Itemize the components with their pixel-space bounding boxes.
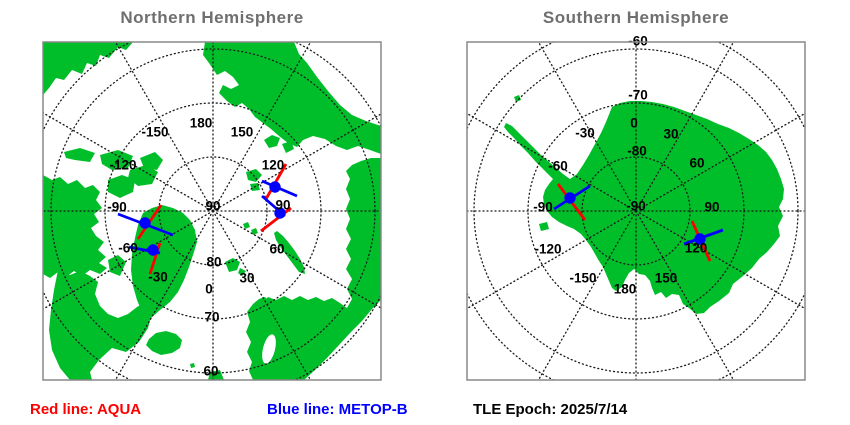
meridian-line: [212, 42, 312, 212]
south-grid-label-30: 30: [663, 127, 678, 142]
north-grid-label--30: -30: [148, 270, 168, 285]
south-grid-label--120: -120: [534, 242, 561, 257]
south-grid-label-0: 0: [630, 116, 638, 131]
north-grid-label-80: 80: [206, 255, 221, 270]
north-grid-label-60: 60: [203, 364, 218, 379]
meridian-line: [114, 210, 214, 380]
meridian-line: [212, 210, 381, 309]
tle-epoch-label: TLE Epoch: 2025/7/14: [473, 401, 628, 418]
landmass: [282, 141, 294, 153]
satellite-position-dot: [147, 244, 159, 256]
meridian-line: [537, 42, 637, 212]
north-grid-label--120: -120: [109, 158, 136, 173]
landmass: [238, 268, 246, 276]
landmass: [100, 150, 133, 170]
landmass: [539, 222, 549, 231]
south-grid-label--70: -70: [628, 88, 648, 103]
north-grid-label-90: 90: [275, 198, 290, 213]
meridian-line: [43, 210, 214, 310]
south-grid-label--90: -90: [626, 199, 646, 214]
meridian-line: [635, 42, 735, 212]
landmass: [146, 331, 182, 355]
satellite-position-dot: [274, 207, 286, 219]
latitude-circle: [158, 156, 268, 266]
north-grid-label-180: 180: [190, 116, 213, 131]
north-map: [43, 42, 381, 380]
landmass: [243, 222, 250, 229]
satellite-position-dot: [564, 192, 576, 204]
meridian-line: [467, 210, 637, 310]
north-grid-label-60: 60: [269, 242, 284, 257]
meridian-line: [114, 42, 214, 212]
meridian-line: [212, 210, 312, 380]
latitude-circle: [581, 156, 691, 266]
landmass: [203, 42, 381, 154]
north-grid-label--60: -60: [118, 241, 138, 256]
south-grid-label-60: 60: [689, 156, 704, 171]
north-grid-label-30: 30: [239, 271, 254, 286]
latitude-circle: [50, 48, 376, 374]
landmass: [514, 95, 521, 102]
north-grid-label-0: 0: [205, 282, 213, 297]
south-grid-label-90: 90: [704, 200, 719, 215]
north-grid-label--150: -150: [141, 125, 168, 140]
landmass: [504, 101, 784, 314]
meridian-line: [467, 112, 637, 212]
south-frame: [466, 41, 806, 381]
south-grid-label--150: -150: [569, 271, 596, 286]
south-grid-label-120: 120: [685, 241, 708, 256]
landmass: [190, 363, 195, 368]
meridian-line: [635, 210, 805, 310]
satellite-position-dot: [269, 181, 281, 193]
south-map-title: Southern Hemisphere: [542, 8, 730, 27]
landmass: [251, 228, 258, 235]
south-map: [467, 42, 805, 380]
landmass: [128, 165, 158, 186]
meridian-line: [537, 210, 637, 380]
landmass: [43, 175, 107, 278]
south-grid-label--80: -80: [627, 144, 647, 159]
meridian-line: [635, 210, 735, 380]
north-grid-label-90: 90: [205, 199, 220, 214]
south-grid-label--60: -60: [548, 159, 568, 174]
north-grid-label--90: -90: [107, 200, 127, 215]
meridian-line: [43, 112, 214, 212]
landmass: [264, 135, 280, 148]
landmass: [108, 255, 126, 276]
landmass: [108, 175, 135, 198]
landmass: [208, 370, 224, 380]
legend-metopb-label: Blue line: METOP-B: [267, 401, 408, 418]
satellite-position-dot: [139, 217, 151, 229]
aqua-track-segment: [260, 206, 292, 233]
landmass: [64, 148, 95, 162]
landmass: [49, 270, 152, 380]
landmass: [274, 231, 305, 274]
south-grid-label-180: 180: [614, 282, 637, 297]
meridian-line: [635, 112, 805, 212]
landmass: [131, 205, 197, 322]
meridian-line: [212, 113, 381, 212]
south-grid-label--60: -60: [628, 34, 648, 49]
south-grid-label-150: 150: [655, 271, 678, 286]
south-grid-label--30: -30: [575, 126, 595, 141]
latitude-circle: [473, 48, 799, 374]
landmass: [263, 158, 381, 380]
north-grid-label-120: 120: [262, 158, 285, 173]
north-grid-label-150: 150: [231, 125, 254, 140]
north-frame: [42, 41, 382, 381]
south-grid-label--90: -90: [533, 200, 553, 215]
north-map-title: Northern Hemisphere: [120, 8, 304, 27]
north-grid-label-70: 70: [204, 310, 219, 325]
sea-patch: [262, 334, 276, 364]
landmass: [43, 42, 133, 95]
landmass: [225, 258, 240, 272]
satellite-position-dot: [694, 233, 706, 245]
legend-aqua-label: Red line: AQUA: [30, 401, 142, 418]
